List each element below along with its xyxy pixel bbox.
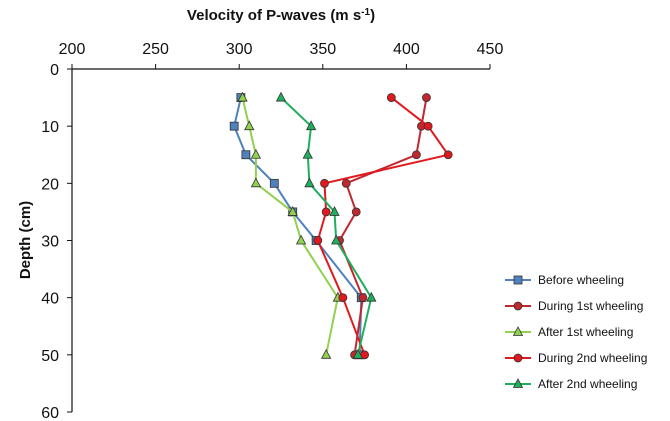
- data-point: [329, 206, 340, 216]
- data-point: [302, 148, 313, 159]
- series-line: [233, 97, 363, 355]
- x-tick-label: 250: [142, 41, 169, 58]
- legend-item: During 1st wheeling: [505, 299, 643, 313]
- data-point: [331, 234, 342, 245]
- x-tick-label: 350: [309, 41, 336, 58]
- y-tick-label: 40: [41, 291, 59, 308]
- data-point: [305, 120, 317, 131]
- x-ticks: 200 250 300 350 400 450: [59, 41, 504, 69]
- legend-label: After 2nd wheeling: [538, 377, 637, 391]
- data-point: [338, 293, 348, 303]
- data-point: [250, 177, 262, 188]
- legend-marker: [513, 353, 523, 363]
- legend-label: During 1st wheeling: [538, 299, 643, 313]
- data-point: [241, 150, 251, 160]
- data-point: [269, 178, 279, 188]
- x-tick-label: 200: [59, 41, 86, 58]
- x-axis-title: Velocity of P-waves (m s-1): [187, 7, 375, 24]
- legend-marker: [513, 301, 523, 311]
- data-point: [423, 121, 433, 131]
- series-3: [237, 91, 344, 359]
- data-point: [352, 348, 364, 359]
- data-point: [287, 206, 298, 216]
- data-point: [386, 93, 396, 102]
- y-tick-label: 60: [41, 405, 59, 421]
- legend-label: During 2nd wheeling: [538, 351, 647, 365]
- y-tick-label: 0: [50, 62, 59, 79]
- data-point: [321, 207, 331, 217]
- legend-marker: [512, 326, 524, 336]
- data-point: [295, 234, 307, 245]
- legend-label: After 1st wheeling: [538, 325, 633, 339]
- data-point: [275, 91, 287, 102]
- data-point: [443, 150, 453, 160]
- y-tick-label: 50: [41, 348, 59, 365]
- series-2: [335, 93, 431, 360]
- legend: Before wheeling During 1st wheeling After …: [505, 273, 647, 391]
- legend-item: During 2nd wheeling: [505, 351, 647, 365]
- data-point: [304, 177, 315, 188]
- legend-label: Before wheeling: [538, 273, 624, 287]
- data-point: [244, 120, 255, 131]
- data-point: [237, 91, 248, 102]
- series-4: [313, 93, 453, 360]
- data-point: [313, 236, 323, 245]
- y-tick-label: 10: [41, 119, 59, 136]
- legend-marker: [513, 275, 523, 285]
- legend-marker: [512, 378, 524, 388]
- x-tick-label: 400: [393, 41, 420, 58]
- data-point: [320, 348, 332, 359]
- legend-item: After 2nd wheeling: [505, 377, 637, 391]
- x-tick-label: 300: [226, 41, 253, 58]
- plot-area: 200 250 300 350 400 450 0 10 20 30 40 50 60: [41, 41, 503, 421]
- series-line: [338, 97, 428, 355]
- y-ticks: 0 10 20 30 40 50 60: [41, 62, 72, 421]
- data-point: [366, 291, 377, 302]
- series-line: [316, 96, 450, 356]
- y-tick-label: 30: [41, 234, 59, 251]
- x-tick-label: 450: [477, 41, 504, 58]
- legend-item: After 1st wheeling: [505, 325, 633, 339]
- series-layer: [229, 91, 453, 360]
- data-point: [358, 293, 368, 303]
- data-point: [341, 178, 351, 188]
- y-axis-title: Depth (cm): [17, 201, 34, 279]
- data-point: [229, 121, 239, 131]
- series-line: [241, 97, 339, 356]
- series-5: [275, 91, 377, 359]
- data-point: [412, 150, 421, 160]
- data-point: [422, 93, 431, 102]
- data-point: [351, 207, 361, 217]
- legend-item: Before wheeling: [505, 273, 624, 287]
- series-line: [280, 96, 373, 356]
- data-point: [320, 178, 329, 188]
- y-tick-label: 20: [41, 176, 59, 193]
- data-point: [250, 148, 262, 159]
